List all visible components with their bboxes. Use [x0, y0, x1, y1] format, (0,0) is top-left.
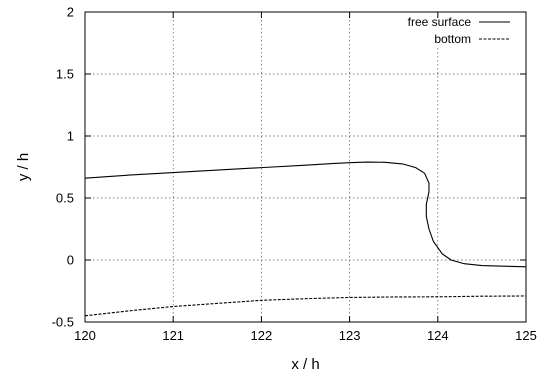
series-line-free-surface [84, 161, 527, 268]
x-tick-label: 122 [251, 328, 273, 343]
x-tick-label: 121 [162, 328, 184, 343]
legend-background [360, 14, 524, 48]
series-lines [84, 161, 527, 317]
legend: free surface bottom [408, 15, 510, 46]
y-tick-label: 0 [67, 253, 74, 268]
tick-labels: 120 121 122 123 124 125 -0.5 0 0.5 1 1.5 2 [52, 5, 537, 344]
x-tick-label: 123 [339, 328, 361, 343]
legend-label-free-surface: free surface [408, 15, 472, 29]
y-tick-label: 0.5 [56, 191, 74, 206]
y-tick-label: 1 [67, 129, 74, 144]
series-line-bottom [84, 295, 527, 317]
axis-ticks [84, 11, 527, 323]
legend-label-bottom: bottom [434, 32, 471, 46]
plot-frame [84, 11, 527, 323]
grid-lines [85, 12, 526, 322]
x-tick-label: 120 [74, 328, 96, 343]
y-tick-label: 2 [67, 5, 74, 20]
x-tick-label: 125 [515, 328, 537, 343]
y-tick-label: 1.5 [56, 67, 74, 82]
x-tick-label: 124 [427, 328, 449, 343]
y-tick-label: -0.5 [52, 315, 74, 330]
y-axis-title: y / h [15, 153, 32, 181]
x-axis-title: x / h [291, 356, 319, 373]
